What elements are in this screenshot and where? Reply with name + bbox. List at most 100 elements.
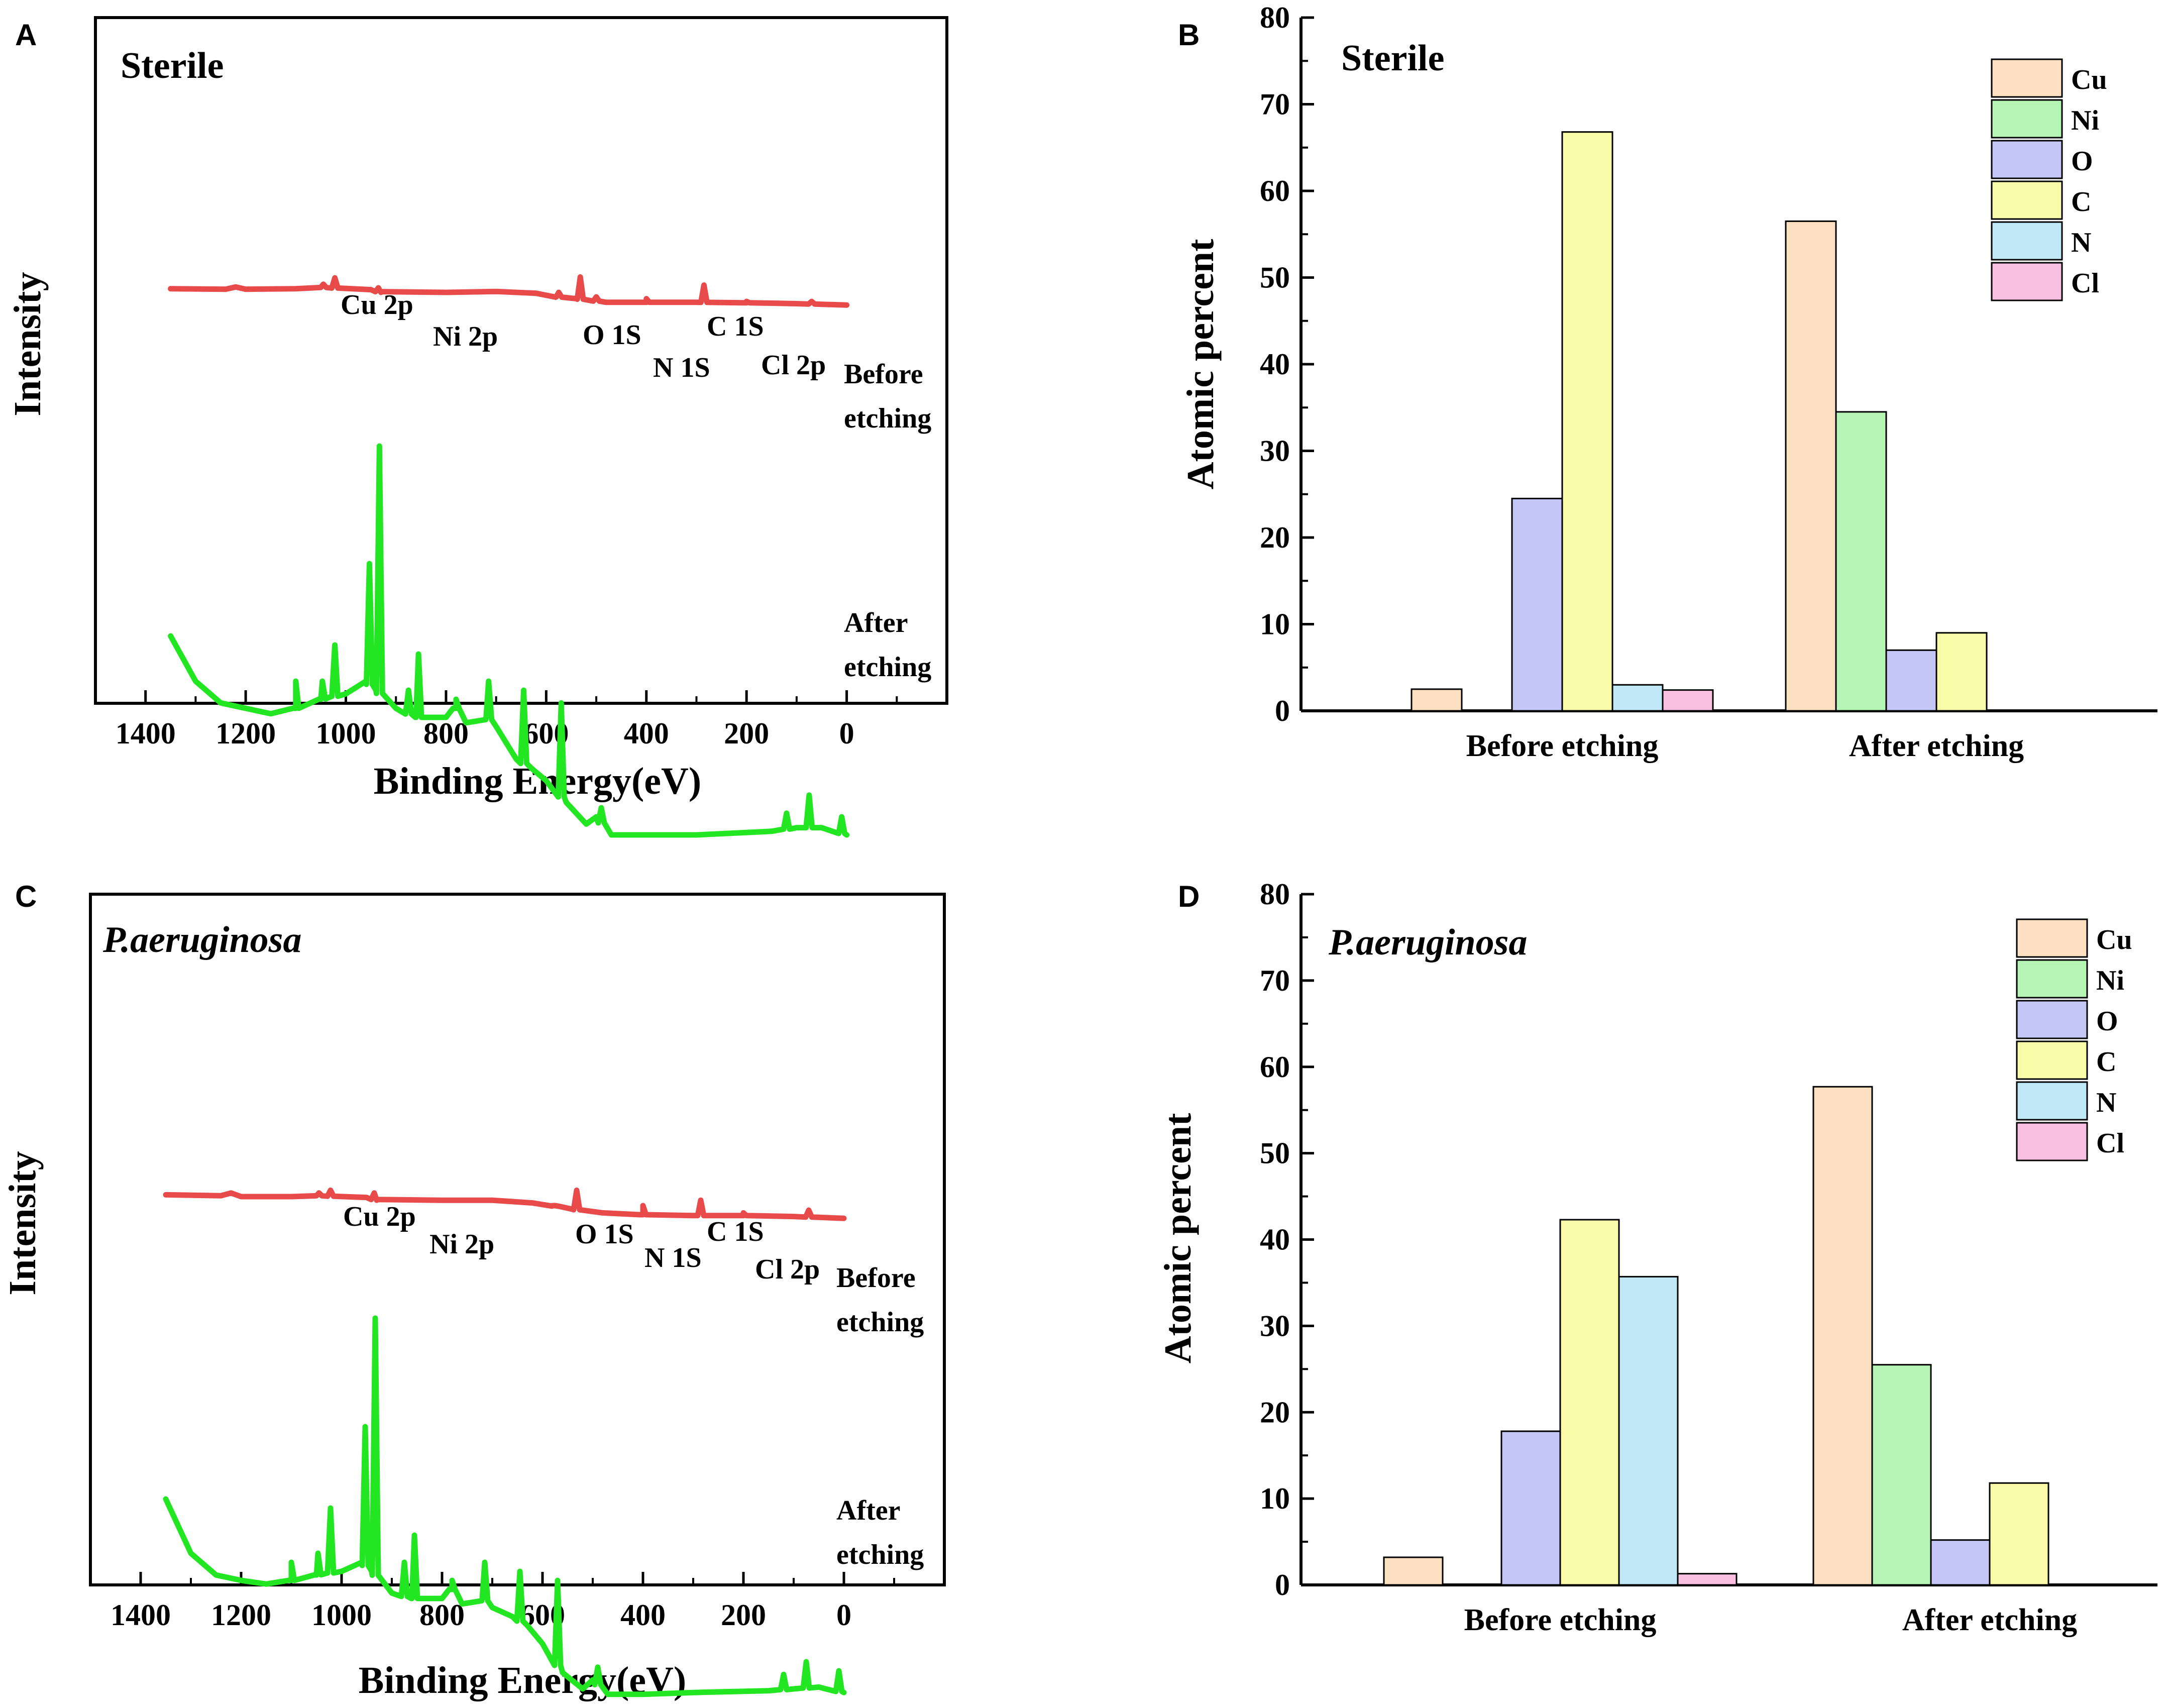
bar-c-before <box>1559 1219 1620 1586</box>
legend-swatch-o <box>2016 1000 2088 1039</box>
panel-title: P.aeruginosa <box>102 919 301 960</box>
category-label: After etching <box>1849 729 2024 763</box>
category-label: Before etching <box>1464 1603 1657 1637</box>
legend-label: Ni <box>2096 965 2124 996</box>
panel-letter: A <box>15 18 37 52</box>
after-label-line1: After <box>836 1495 900 1526</box>
y-tick-label: 0 <box>1275 694 1290 727</box>
bar-cl-before <box>1677 1573 1738 1586</box>
y-tick-label: 20 <box>1260 1396 1290 1429</box>
panel-d: D 0 10 20 30 40 50 60 70 80 P.aeruginosa Atomic per… <box>1157 878 2157 1637</box>
y-tick-label: 70 <box>1260 964 1290 997</box>
bar-cu-after <box>1812 1086 1873 1586</box>
legend-swatch-n <box>1991 221 2063 261</box>
legend-swatch-cl <box>1991 262 2063 301</box>
panel-letter: B <box>1178 18 1200 52</box>
category-label: After etching <box>1902 1603 2077 1637</box>
y-tick-label: 40 <box>1260 1223 1290 1256</box>
x-tick-label: 400 <box>624 717 669 750</box>
legend-label: Ni <box>2071 105 2099 136</box>
y-tick-label: 80 <box>1260 878 1290 911</box>
bar-o-after <box>1885 649 1937 712</box>
before-etching-spectrum <box>163 1187 847 1221</box>
legend: Cu Ni OCN Cl <box>2016 918 2132 1161</box>
legend-label: N <box>2071 227 2091 258</box>
after-label-line1: After <box>844 607 908 638</box>
y-tick-label: 0 <box>1275 1568 1290 1602</box>
peak-label: Cl 2p <box>761 350 826 381</box>
after-etching-spectrum <box>168 443 850 838</box>
legend-label: C <box>2096 1046 2116 1078</box>
x-tick-label: 800 <box>423 717 469 750</box>
y-tick-label: 50 <box>1260 1137 1290 1170</box>
bar-c-before <box>1561 131 1613 712</box>
legend-label: C <box>2071 186 2091 218</box>
bar-ni-after <box>1871 1364 1932 1586</box>
bar-cu-before <box>1383 1556 1444 1586</box>
x-tick-label: 0 <box>836 1598 851 1632</box>
bar-cu-before <box>1411 688 1463 712</box>
peak-label: Cu 2p <box>343 1201 416 1232</box>
legend-label: Cu <box>2071 64 2107 95</box>
legend-swatch-ni <box>1991 99 2063 139</box>
before-label-line2: etching <box>844 403 931 434</box>
x-tick-label: 400 <box>620 1598 666 1632</box>
panel-title: Sterile <box>121 45 224 86</box>
after-etching-spectrum <box>163 1315 847 1697</box>
legend-swatch-c <box>1991 180 2063 220</box>
legend-label: Cl <box>2096 1128 2124 1159</box>
panel-letter: C <box>15 880 37 913</box>
legend: Cu Ni OCN Cl <box>1991 58 2107 301</box>
peak-label: C 1S <box>707 1216 764 1247</box>
before-etching-spectrum <box>168 274 850 308</box>
y-tick-label: 30 <box>1260 1309 1290 1342</box>
y-axis-label: Intensity <box>2 1151 44 1295</box>
y-tick-label: 20 <box>1260 521 1290 554</box>
x-tick-label: 800 <box>419 1598 465 1632</box>
bar-o-before <box>1511 497 1563 712</box>
y-tick-label: 40 <box>1260 348 1290 381</box>
x-tick-label: 0 <box>839 717 854 750</box>
bar-o-before <box>1500 1430 1561 1586</box>
y-tick-label: 30 <box>1260 435 1290 468</box>
legend-swatch-c <box>2016 1040 2088 1080</box>
before-label-line2: etching <box>836 1307 924 1338</box>
bar-o-after <box>1930 1539 1991 1586</box>
peak-label: Cl 2p <box>755 1254 820 1285</box>
y-tick-label: 60 <box>1260 174 1290 207</box>
bar-n-before <box>1618 1275 1679 1586</box>
panel-letter: D <box>1178 880 1200 913</box>
y-tick-label: 80 <box>1260 1 1290 34</box>
legend-swatch-cu <box>2016 918 2088 958</box>
panel-b: B 0 10 20 30 40 50 60 70 80 Sterile Atomic percent B… <box>1178 1 2157 763</box>
after-label-line2: etching <box>844 652 931 683</box>
x-tick-label: 200 <box>721 1598 766 1632</box>
peak-label: C 1S <box>707 311 764 342</box>
legend-swatch-ni <box>2016 959 2088 999</box>
x-axis-label: Binding Energy(eV) <box>374 760 701 802</box>
after-label-line2: etching <box>836 1539 924 1570</box>
peak-label: Cu 2p <box>341 289 413 321</box>
before-label-line1: Before <box>836 1262 916 1294</box>
bar-cl-before <box>1662 689 1714 712</box>
legend-swatch-cl <box>2016 1122 2088 1161</box>
peak-label: Ni 2p <box>429 1229 494 1260</box>
y-tick-label: 60 <box>1260 1050 1290 1084</box>
legend-label: O <box>2071 146 2093 177</box>
bar-c-after <box>1989 1482 2049 1586</box>
bar-cu-after <box>1785 220 1837 712</box>
bar-n-before <box>1611 684 1664 712</box>
y-axis-label: Atomic percent <box>1157 1113 1199 1364</box>
y-axis-label: Intensity <box>7 272 49 416</box>
category-label: Before etching <box>1466 729 1659 763</box>
x-tick-label: 1000 <box>316 717 376 750</box>
legend-swatch-n <box>2016 1081 2088 1121</box>
legend-label: N <box>2096 1087 2116 1118</box>
x-tick-label: 1200 <box>211 1598 271 1632</box>
x-tick-label: 200 <box>724 717 769 750</box>
legend-swatch-cu <box>1991 58 2063 98</box>
legend-label: O <box>2096 1006 2118 1037</box>
